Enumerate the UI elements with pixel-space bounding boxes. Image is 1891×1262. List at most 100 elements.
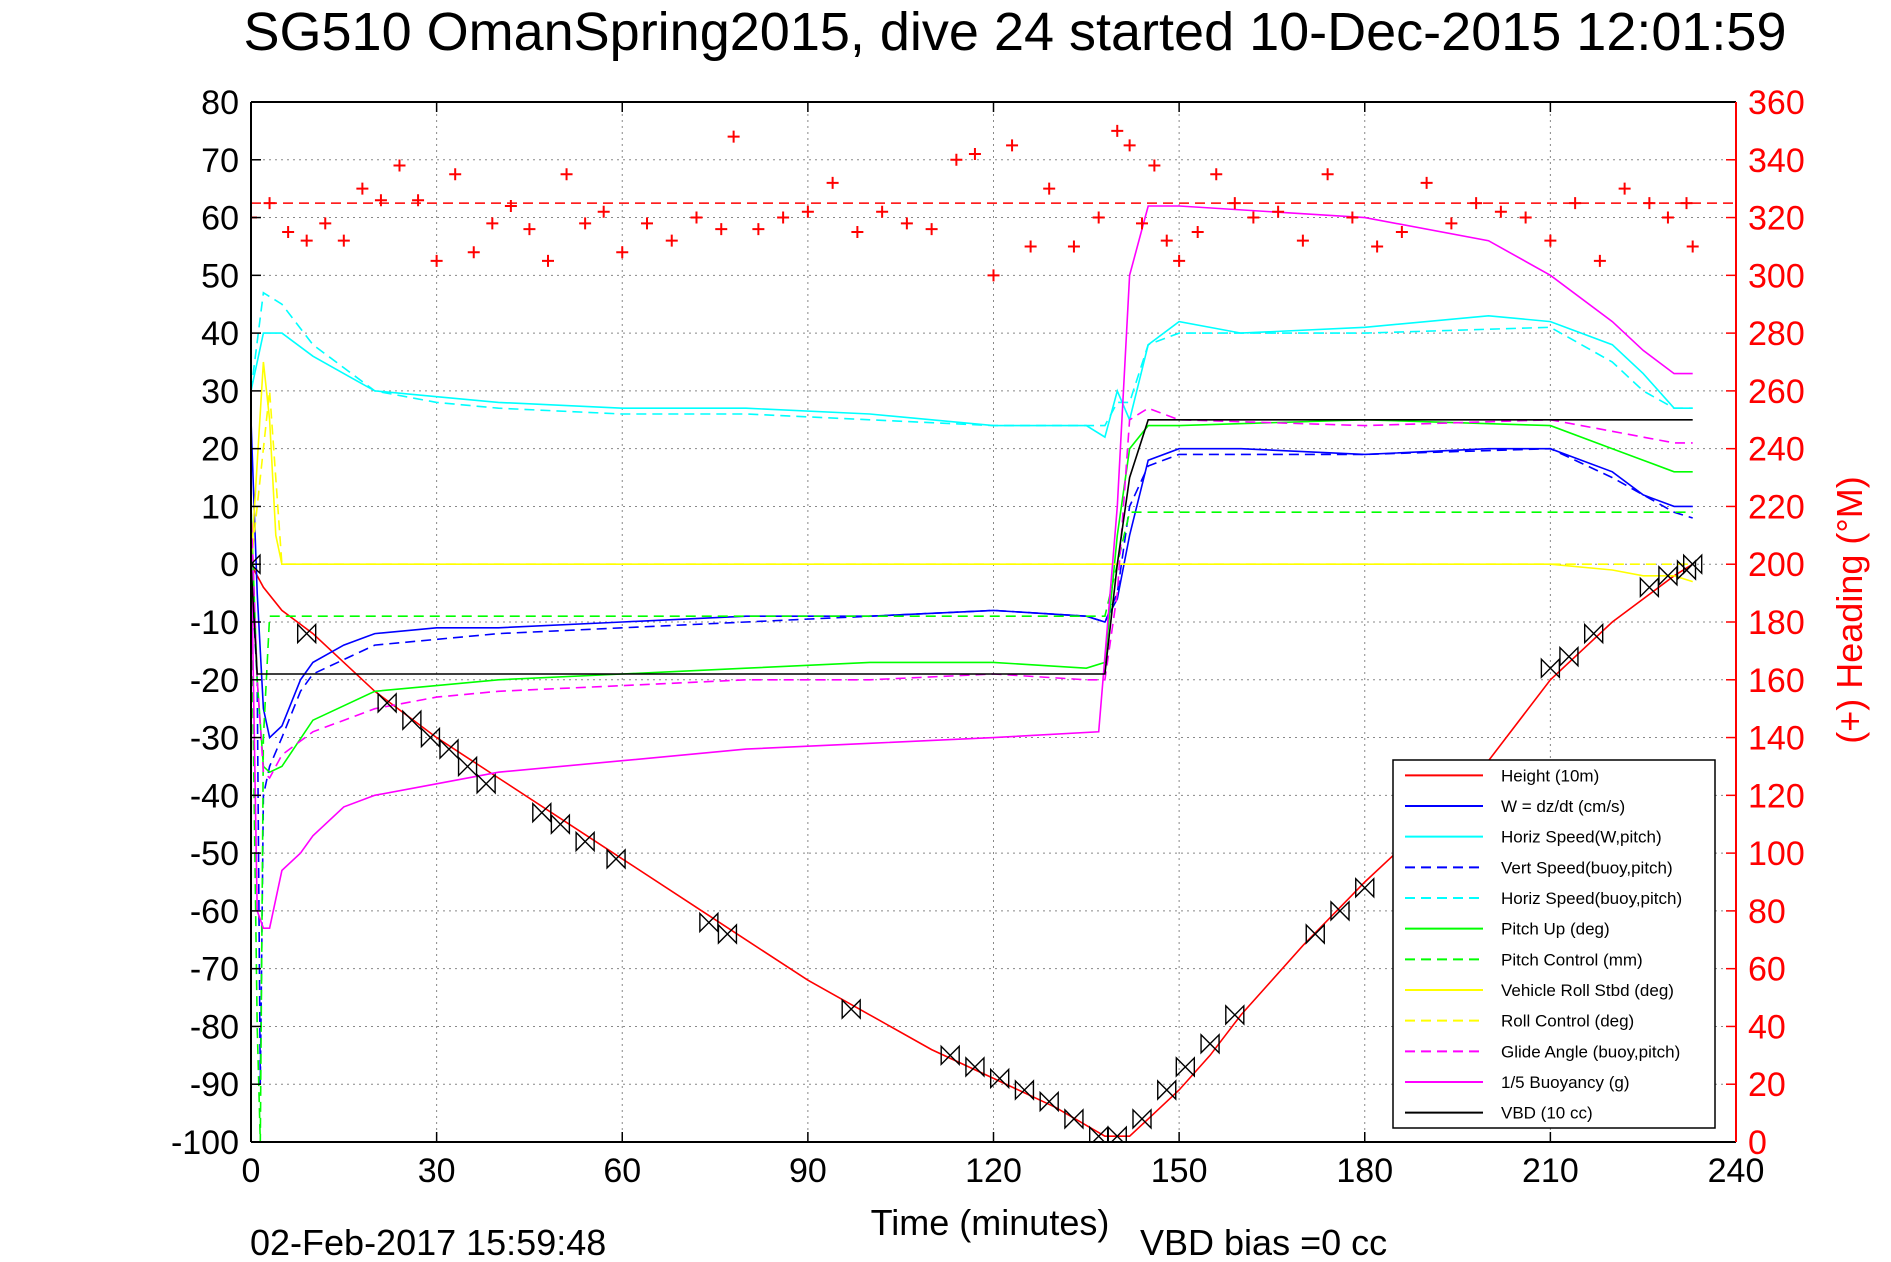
legend-label-7: Vehicle Roll Stbd (deg): [1501, 981, 1674, 1000]
y-tick-label: 30: [201, 373, 239, 411]
waypoint-marker: [1107, 1125, 1127, 1142]
heading-point: [597, 205, 610, 218]
y-tick-label: -60: [190, 893, 239, 931]
plot-area: [251, 124, 1736, 1142]
waypoint-marker: [476, 773, 496, 795]
heading-point: [1228, 197, 1241, 210]
right-y-tick-label: 120: [1748, 777, 1805, 815]
waypoint-marker: [1305, 923, 1325, 945]
heading-point: [300, 234, 313, 247]
y-tick-label: -100: [171, 1124, 239, 1162]
series-line-5: [251, 418, 1693, 774]
waypoint-marker: [550, 813, 571, 835]
series-line-8: [251, 390, 1693, 565]
right-y-tick-label: 340: [1748, 142, 1805, 180]
heading-point: [876, 205, 889, 218]
y-tick-label: -30: [190, 720, 239, 758]
legend-label-8: Roll Control (deg): [1501, 1012, 1634, 1031]
heading-point: [1210, 168, 1223, 181]
waypoint-marker: [402, 709, 422, 731]
heading-point: [412, 194, 425, 207]
waypoint-marker: [841, 998, 861, 1020]
waypoint-marker: [1157, 1079, 1177, 1101]
heading-point: [1544, 234, 1557, 247]
right-y-tick-label: 40: [1748, 1008, 1786, 1046]
legend: Height (10m) W = dz/dt (cm/s) Horiz Speed(…: [1392, 759, 1716, 1129]
waypoint-marker: [1064, 1108, 1084, 1130]
heading-point: [777, 211, 790, 224]
heading-point: [1136, 217, 1148, 230]
heading-point: [1494, 205, 1507, 218]
legend-label-11: VBD (10 cc): [1501, 1104, 1593, 1123]
waypoint-marker: [989, 1067, 1010, 1090]
heading-point: [826, 176, 839, 189]
x-tick-label: 240: [1708, 1152, 1765, 1190]
heading-point: [1191, 226, 1204, 238]
series-line-2: [251, 314, 1693, 439]
waypoint-marker: [940, 1044, 960, 1067]
right-y-tick-label: 180: [1748, 604, 1805, 642]
heading-point: [1420, 176, 1433, 189]
heading-point: [1470, 197, 1483, 210]
heading-point: [950, 153, 963, 166]
right-y-tick-label: 220: [1748, 488, 1805, 526]
heading-point: [393, 159, 406, 172]
y-tick-label: -70: [190, 951, 239, 989]
legend-label-0: Height (10m): [1501, 766, 1599, 785]
legend-label-1: W = dz/dt (cm/s): [1501, 797, 1625, 816]
waypoint-marker: [532, 801, 552, 824]
heading-point: [715, 223, 728, 236]
y-tick-label: -90: [190, 1066, 239, 1104]
waypoint-marker: [1330, 900, 1350, 922]
heading-point: [1247, 211, 1260, 224]
right-y-axis-title: (+) Heading (°M): [1829, 476, 1870, 743]
y-tick-label: 70: [201, 142, 239, 180]
axes: 0 30 60 90 120 150 180 210 24080706050403020100-…: [171, 84, 1805, 1190]
heading-point: [665, 234, 678, 247]
heading-point: [263, 197, 276, 210]
heading-point: [801, 205, 814, 218]
waypoint-marker: [965, 1056, 985, 1078]
heading-point: [1395, 226, 1408, 238]
waypoint-marker: [1132, 1108, 1152, 1130]
heading-point: [1024, 240, 1037, 253]
x-tick-label: 0: [242, 1152, 261, 1190]
waypoint-marker: [1355, 877, 1375, 899]
heading-point: [1123, 139, 1136, 152]
waypoint-marker: [1225, 1004, 1245, 1026]
right-y-tick-label: 360: [1748, 84, 1805, 122]
waypoint-marker: [1039, 1090, 1059, 1113]
heading-point: [579, 217, 592, 230]
series-line-6: [251, 511, 1693, 1142]
y-tick-label: 40: [201, 315, 239, 353]
waypoint-marker: [1559, 645, 1579, 668]
heading-point: [727, 130, 740, 143]
waypoint-marker: [717, 923, 738, 945]
heading-point: [560, 168, 573, 181]
heading-point: [1043, 182, 1056, 195]
y-tick-label: -10: [190, 604, 239, 642]
heading-point: [1346, 211, 1359, 224]
heading-point: [1272, 205, 1285, 218]
x-tick-label: 30: [418, 1152, 456, 1190]
waypoint-marker: [1175, 1056, 1196, 1078]
waypoint-marker: [377, 692, 397, 714]
heading-point: [356, 182, 369, 195]
x-tick-label: 180: [1336, 1152, 1393, 1190]
series-line-3: [251, 447, 1693, 1085]
right-y-tick-label: 140: [1748, 720, 1805, 758]
heading-point: [987, 269, 1000, 282]
heading-point: [1618, 182, 1631, 195]
heading-point: [925, 223, 938, 236]
waypoint-marker: [420, 726, 441, 749]
heading-point: [374, 194, 387, 207]
heading-point: [1148, 159, 1161, 172]
y-tick-label: 60: [201, 200, 239, 238]
heading-point: [752, 223, 765, 236]
right-y-tick-label: 200: [1748, 546, 1805, 584]
heading-point: [1296, 234, 1309, 247]
heading-point: [1321, 168, 1334, 181]
right-y-tick-label: 100: [1748, 835, 1805, 873]
x-tick-label: 150: [1151, 1152, 1208, 1190]
heading-point: [1445, 217, 1458, 230]
